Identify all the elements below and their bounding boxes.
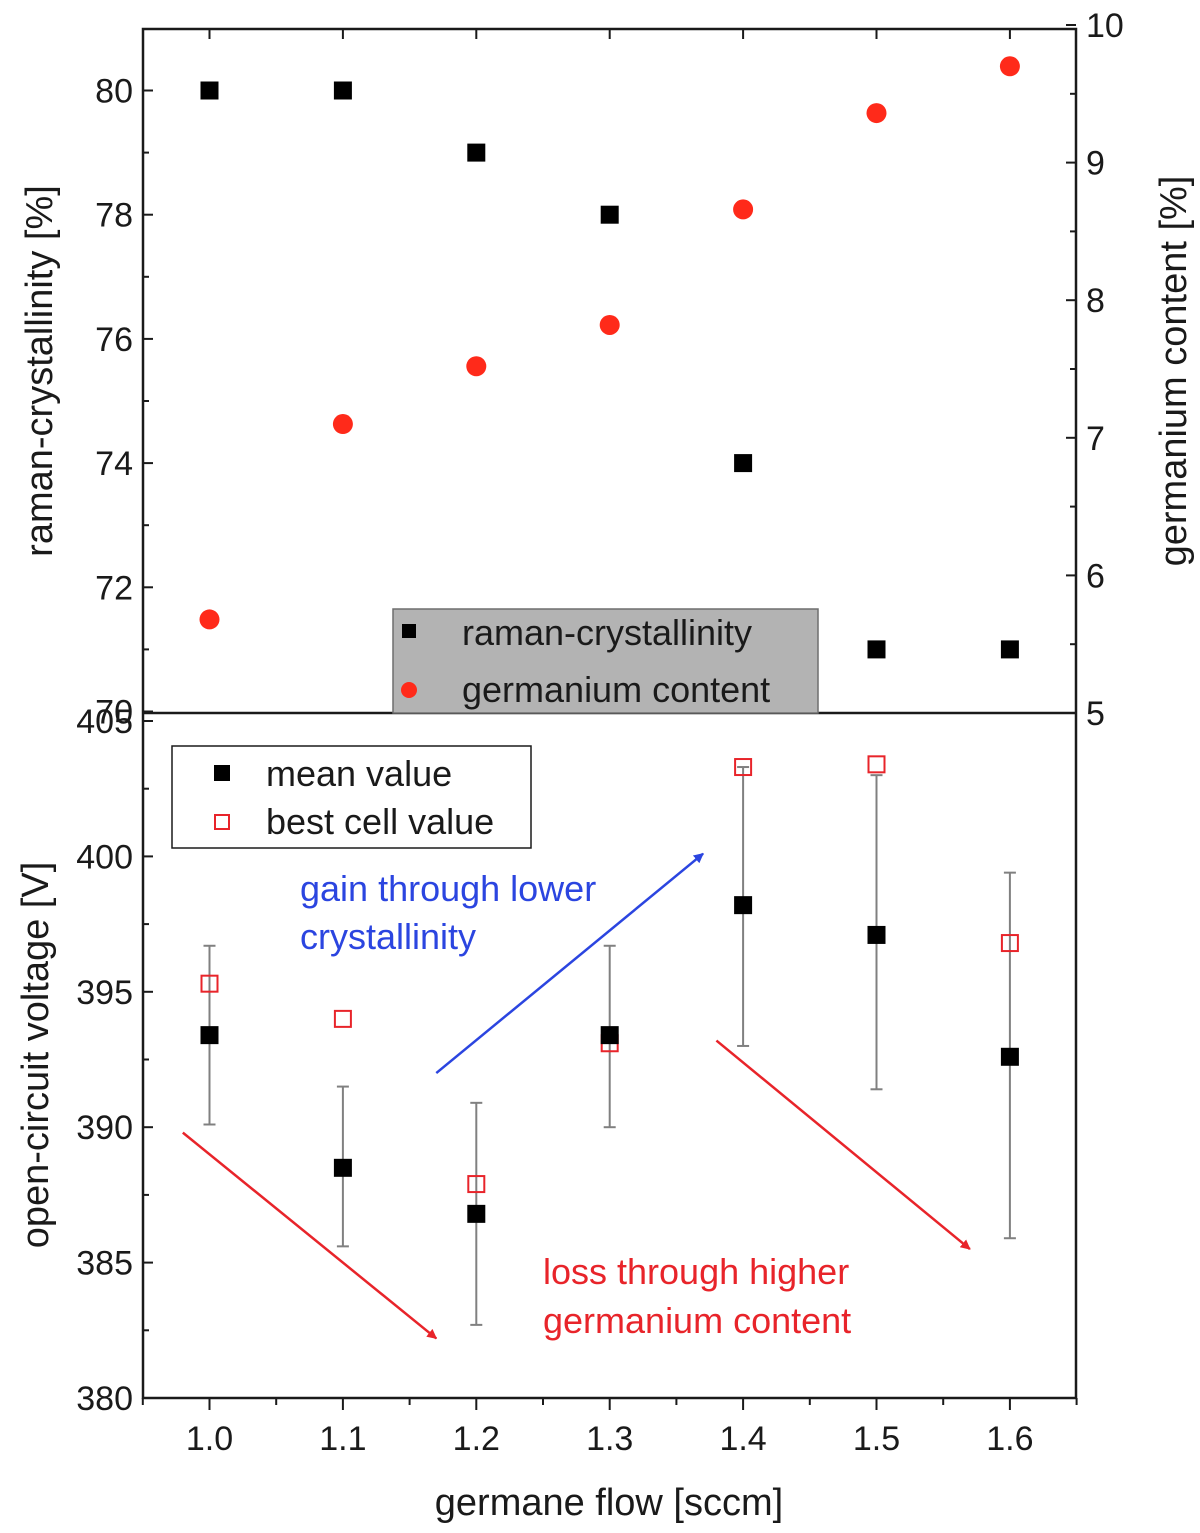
legend-label-best: best cell value: [266, 801, 494, 842]
y-tick-label-top-left: 80: [95, 73, 133, 111]
legend-marker-germanium: [401, 682, 417, 698]
y-tick-label-bottom: 390: [76, 1109, 133, 1147]
x-tick-label: 1.3: [586, 1420, 633, 1458]
mean-point: [600, 1026, 619, 1045]
x-axis-title: germane flow [sccm]: [435, 1482, 783, 1524]
y-tick-label-top-right: 9: [1086, 145, 1105, 183]
best-cell-point: [200, 974, 219, 993]
y-tick-label-bottom: 380: [76, 1380, 133, 1418]
best-cell-point: [467, 1175, 486, 1194]
legend-label-raman: raman-crystallinity: [462, 612, 752, 653]
axis-ticks: [141, 24, 1078, 1410]
x-tick-label: 1.6: [986, 1420, 1033, 1458]
raman-point: [467, 143, 486, 162]
legend-label-germanium: germanium content: [462, 669, 770, 710]
germanium-point: [866, 103, 887, 124]
mean-point: [734, 896, 753, 915]
y-tick-label-top-right: 6: [1086, 557, 1105, 595]
best-cell-point: [867, 755, 886, 774]
mean-point: [200, 1026, 219, 1045]
bottom-y-axis-title: open-circuit voltage [V]: [15, 862, 57, 1249]
germanium-point: [332, 414, 353, 435]
raman-point: [867, 640, 886, 659]
y-tick-label-top-left: 76: [95, 321, 133, 359]
tick-labels: 70727476788056789103803853903954004051.0…: [76, 7, 1124, 1458]
raman-point: [600, 205, 619, 224]
raman-point: [734, 454, 753, 473]
y-tick-label-top-left: 70: [95, 694, 133, 732]
top-legend: raman-crystallinity germanium content: [392, 608, 819, 714]
y-tick-label-top-right: 7: [1086, 420, 1105, 458]
y-tick-label-top-right: 10: [1086, 7, 1124, 45]
mean-point: [333, 1158, 352, 1177]
x-tick-label: 1.5: [853, 1420, 900, 1458]
best-cell-point: [734, 758, 753, 777]
mean-point: [467, 1204, 486, 1223]
gain-arrow: [435, 852, 704, 1075]
y-tick-label-bottom: 395: [76, 974, 133, 1012]
best-cell-point: [1000, 934, 1019, 953]
legend-marker-best: [214, 814, 230, 830]
x-tick-label: 1.2: [453, 1420, 500, 1458]
y-tick-label-top-left: 78: [95, 197, 133, 235]
legend-marker-mean: [214, 765, 230, 781]
y-tick-label-bottom: 405: [76, 703, 133, 741]
mean-point: [867, 925, 886, 944]
y-tick-label-top-left: 72: [95, 569, 133, 607]
best-cell-point: [333, 1009, 352, 1028]
y-tick-label-top-right: 5: [1086, 695, 1105, 733]
annotation-loss-line1: loss through higher: [543, 1251, 849, 1292]
legend-marker-raman: [402, 624, 416, 638]
germanium-point: [199, 609, 220, 630]
trend-arrows: [182, 852, 971, 1340]
raman-point: [333, 81, 352, 100]
germanium-point: [599, 314, 620, 335]
data-marks: [199, 56, 1020, 1326]
annotation-gain-line1: gain through lower: [300, 868, 596, 909]
annotation-loss-line2: germanium content: [543, 1300, 851, 1341]
mean-point: [1000, 1047, 1019, 1066]
y-tick-label-bottom: 400: [76, 838, 133, 876]
x-tick-label: 1.4: [719, 1420, 766, 1458]
bottom-legend: mean value best cell value: [171, 745, 532, 849]
loss-arrow: [715, 1039, 971, 1251]
germanium-point: [733, 199, 754, 220]
annotation-gain-line2: crystallinity: [300, 916, 476, 957]
x-tick-label: 1.1: [319, 1420, 366, 1458]
y-tick-label-bottom: 385: [76, 1245, 133, 1283]
germanium-point: [999, 56, 1020, 77]
germanium-point: [466, 356, 487, 377]
loss-arrow: [182, 1131, 438, 1340]
bottom-legend-box: [171, 745, 532, 849]
legend-label-mean: mean value: [266, 753, 452, 794]
raman-point: [1000, 640, 1019, 659]
top-legend-box: [392, 608, 819, 714]
raman-point: [200, 81, 219, 100]
y-tick-label-top-right: 8: [1086, 282, 1105, 320]
x-tick-label: 1.0: [186, 1420, 233, 1458]
top-left-axis-title: raman-crystallinity [%]: [19, 185, 61, 557]
y-tick-label-top-left: 74: [95, 445, 133, 483]
top-right-axis-title: germanium content [%]: [1153, 176, 1195, 567]
